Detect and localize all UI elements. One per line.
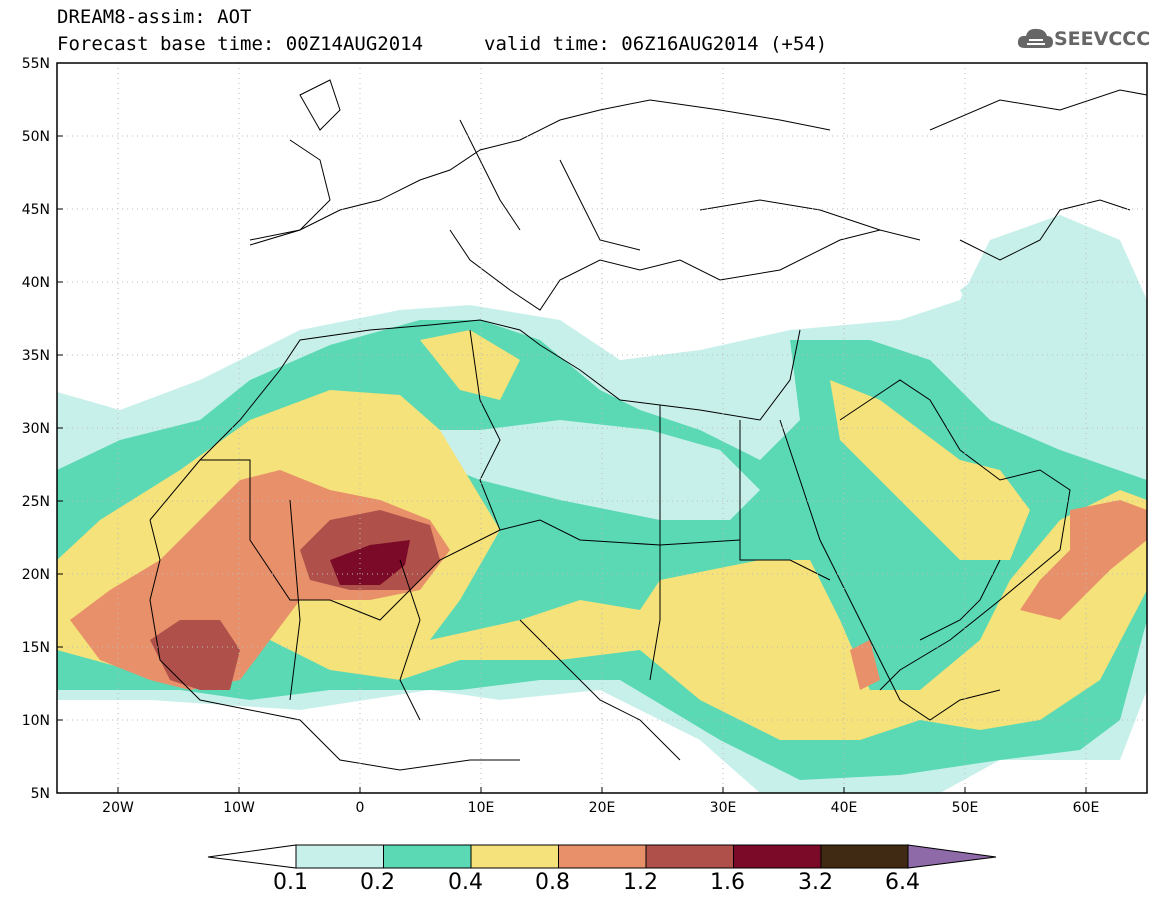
colorbar-label: 0.1: [273, 870, 308, 895]
colorbar-swatch: [383, 844, 472, 869]
colorbar-low-arrow: [207, 844, 297, 869]
colorbar-swatch: [733, 844, 822, 869]
lat-label: 40N: [22, 275, 50, 291]
colorbar-swatch: [558, 844, 647, 869]
forecast-base-time: Forecast base time: 00Z14AUG2014: [57, 33, 424, 55]
lat-label: 5N: [31, 786, 50, 802]
lon-label: 60E: [1073, 800, 1100, 816]
lon-label: 50E: [952, 800, 979, 816]
colorbar-label: 0.4: [448, 870, 483, 895]
axis-ticks: [57, 62, 1087, 793]
colorbar-label: 0.8: [535, 870, 570, 895]
logo-text: SEEVCCC: [1054, 28, 1151, 50]
colorbar-swatch: [295, 844, 384, 869]
lon-label: 20W: [102, 800, 134, 816]
lon-label: 0: [356, 800, 365, 816]
lon-label: 10W: [223, 800, 255, 816]
colorbar-label: 0.2: [360, 870, 395, 895]
lat-label: 25N: [22, 494, 50, 510]
lon-label: 30E: [710, 800, 737, 816]
colorbar-label: 1.6: [710, 870, 745, 895]
colorbar-label: 3.2: [798, 870, 833, 895]
lat-label: 20N: [22, 567, 50, 583]
lat-label: 10N: [22, 713, 50, 729]
coastlines: [149, 79, 1147, 771]
colorbar-label: 6.4: [885, 870, 920, 895]
longitude-labels: 20W 10W 0 10E 20E 30E 40E 50E 60E: [102, 800, 1099, 816]
lat-label: 15N: [22, 640, 50, 656]
lat-label: 30N: [22, 421, 50, 437]
lon-label: 10E: [468, 800, 495, 816]
lat-label: 50N: [22, 129, 50, 145]
lon-label: 40E: [831, 800, 858, 816]
lat-label: 35N: [22, 348, 50, 364]
lon-label: 20E: [589, 800, 616, 816]
latitude-labels: 55N 50N 45N 40N 35N 30N 25N 20N 15N 10N …: [22, 56, 50, 802]
cloud-logo-icon: [1017, 28, 1053, 48]
map-title: DREAM8-assim: AOT: [57, 6, 252, 28]
colorbar-high-arrow: [907, 844, 997, 869]
colorbar-swatch: [645, 844, 734, 869]
valid-time: valid time: 06Z16AUG2014 (+54): [484, 33, 828, 55]
colorbar-swatch: [820, 844, 909, 869]
colorbar-swatch: [470, 844, 559, 869]
lat-label: 45N: [22, 202, 50, 218]
grid-lines: [57, 63, 1147, 793]
lat-label: 55N: [22, 56, 50, 72]
colorbar: [207, 844, 997, 869]
colorbar-label: 1.2: [623, 870, 658, 895]
